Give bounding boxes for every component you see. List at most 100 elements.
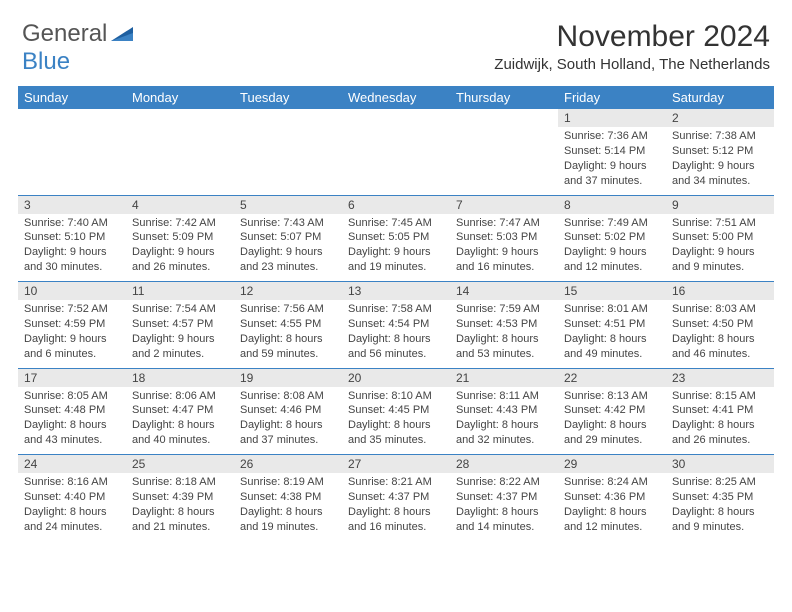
daylight-text: Daylight: 8 hours and 46 minutes. (672, 332, 768, 362)
sunrise-text: Sunrise: 7:51 AM (672, 216, 768, 231)
sunset-text: Sunset: 5:03 PM (456, 230, 552, 245)
sunset-text: Sunset: 4:59 PM (24, 317, 120, 332)
day-number-cell: 2 (666, 109, 774, 127)
day-content-cell (450, 127, 558, 195)
sunrise-text: Sunrise: 8:16 AM (24, 475, 120, 490)
sunrise-text: Sunrise: 7:45 AM (348, 216, 444, 231)
day-number-cell: 6 (342, 195, 450, 214)
day-number-cell (450, 109, 558, 127)
day-number-cell (342, 109, 450, 127)
daylight-text: Daylight: 8 hours and 19 minutes. (240, 505, 336, 535)
day-number-cell (18, 109, 126, 127)
sunrise-text: Sunrise: 7:52 AM (24, 302, 120, 317)
day-content-cell: Sunrise: 8:24 AMSunset: 4:36 PMDaylight:… (558, 473, 666, 541)
day-content-cell: Sunrise: 8:06 AMSunset: 4:47 PMDaylight:… (126, 387, 234, 455)
day-number-cell: 24 (18, 455, 126, 474)
title-block: November 2024 Zuidwijk, South Holland, T… (494, 20, 770, 73)
logo-text-blue: Blue (22, 48, 70, 75)
day-content-row: Sunrise: 7:52 AMSunset: 4:59 PMDaylight:… (18, 300, 774, 368)
daylight-text: Daylight: 8 hours and 24 minutes. (24, 505, 120, 535)
day-content-cell: Sunrise: 8:22 AMSunset: 4:37 PMDaylight:… (450, 473, 558, 541)
sunrise-text: Sunrise: 8:11 AM (456, 389, 552, 404)
day-content-cell: Sunrise: 8:11 AMSunset: 4:43 PMDaylight:… (450, 387, 558, 455)
day-content-cell: Sunrise: 7:40 AMSunset: 5:10 PMDaylight:… (18, 214, 126, 282)
sunset-text: Sunset: 4:40 PM (24, 490, 120, 505)
sunset-text: Sunset: 5:10 PM (24, 230, 120, 245)
sunset-text: Sunset: 4:42 PM (564, 403, 660, 418)
sunrise-text: Sunrise: 8:24 AM (564, 475, 660, 490)
day-number-cell: 25 (126, 455, 234, 474)
day-content-cell: Sunrise: 8:08 AMSunset: 4:46 PMDaylight:… (234, 387, 342, 455)
sunrise-text: Sunrise: 8:19 AM (240, 475, 336, 490)
location: Zuidwijk, South Holland, The Netherlands (494, 56, 770, 73)
day-content-cell: Sunrise: 8:18 AMSunset: 4:39 PMDaylight:… (126, 473, 234, 541)
day-content-cell: Sunrise: 8:25 AMSunset: 4:35 PMDaylight:… (666, 473, 774, 541)
day-number-cell: 10 (18, 282, 126, 301)
sunset-text: Sunset: 4:38 PM (240, 490, 336, 505)
day-content-cell: Sunrise: 7:42 AMSunset: 5:09 PMDaylight:… (126, 214, 234, 282)
month-title: November 2024 (494, 20, 770, 54)
day-number-cell (234, 109, 342, 127)
day-number-cell: 15 (558, 282, 666, 301)
daylight-text: Daylight: 8 hours and 12 minutes. (564, 505, 660, 535)
day-number-cell: 16 (666, 282, 774, 301)
col-wednesday: Wednesday (342, 86, 450, 109)
sunrise-text: Sunrise: 7:40 AM (24, 216, 120, 231)
day-number-row: 10111213141516 (18, 282, 774, 301)
sunset-text: Sunset: 4:37 PM (348, 490, 444, 505)
day-number-cell: 11 (126, 282, 234, 301)
day-number-cell: 12 (234, 282, 342, 301)
sunset-text: Sunset: 4:39 PM (132, 490, 228, 505)
sunrise-text: Sunrise: 7:49 AM (564, 216, 660, 231)
day-content-cell: Sunrise: 7:51 AMSunset: 5:00 PMDaylight:… (666, 214, 774, 282)
sunrise-text: Sunrise: 8:15 AM (672, 389, 768, 404)
sunrise-text: Sunrise: 8:05 AM (24, 389, 120, 404)
sunset-text: Sunset: 4:45 PM (348, 403, 444, 418)
day-number-cell: 29 (558, 455, 666, 474)
day-number-cell: 20 (342, 368, 450, 387)
day-number-cell: 27 (342, 455, 450, 474)
day-content-cell: Sunrise: 8:19 AMSunset: 4:38 PMDaylight:… (234, 473, 342, 541)
sunset-text: Sunset: 5:14 PM (564, 144, 660, 159)
daylight-text: Daylight: 9 hours and 6 minutes. (24, 332, 120, 362)
sunset-text: Sunset: 4:50 PM (672, 317, 768, 332)
daylight-text: Daylight: 8 hours and 59 minutes. (240, 332, 336, 362)
sunset-text: Sunset: 4:36 PM (564, 490, 660, 505)
sunrise-text: Sunrise: 8:01 AM (564, 302, 660, 317)
sunrise-text: Sunrise: 7:59 AM (456, 302, 552, 317)
day-number-cell: 26 (234, 455, 342, 474)
daylight-text: Daylight: 8 hours and 9 minutes. (672, 505, 768, 535)
day-content-cell: Sunrise: 7:56 AMSunset: 4:55 PMDaylight:… (234, 300, 342, 368)
header: General Blue November 2024 Zuidwijk, Sou… (18, 20, 774, 80)
sunset-text: Sunset: 4:54 PM (348, 317, 444, 332)
sunset-text: Sunset: 4:43 PM (456, 403, 552, 418)
daylight-text: Daylight: 8 hours and 49 minutes. (564, 332, 660, 362)
sunrise-text: Sunrise: 7:58 AM (348, 302, 444, 317)
daylight-text: Daylight: 8 hours and 26 minutes. (672, 418, 768, 448)
daylight-text: Daylight: 9 hours and 12 minutes. (564, 245, 660, 275)
day-content-cell: Sunrise: 8:13 AMSunset: 4:42 PMDaylight:… (558, 387, 666, 455)
day-content-row: Sunrise: 8:16 AMSunset: 4:40 PMDaylight:… (18, 473, 774, 541)
day-number-cell: 18 (126, 368, 234, 387)
day-number-cell: 9 (666, 195, 774, 214)
day-content-cell: Sunrise: 7:52 AMSunset: 4:59 PMDaylight:… (18, 300, 126, 368)
sunrise-text: Sunrise: 7:36 AM (564, 129, 660, 144)
day-number-row: 12 (18, 109, 774, 127)
sunset-text: Sunset: 5:09 PM (132, 230, 228, 245)
day-content-cell (234, 127, 342, 195)
day-content-cell (18, 127, 126, 195)
daylight-text: Daylight: 9 hours and 37 minutes. (564, 159, 660, 189)
day-content-cell: Sunrise: 7:58 AMSunset: 4:54 PMDaylight:… (342, 300, 450, 368)
day-content-cell: Sunrise: 7:38 AMSunset: 5:12 PMDaylight:… (666, 127, 774, 195)
daylight-text: Daylight: 9 hours and 23 minutes. (240, 245, 336, 275)
day-content-row: Sunrise: 7:36 AMSunset: 5:14 PMDaylight:… (18, 127, 774, 195)
daylight-text: Daylight: 8 hours and 14 minutes. (456, 505, 552, 535)
weekday-header-row: Sunday Monday Tuesday Wednesday Thursday… (18, 86, 774, 109)
day-content-cell (342, 127, 450, 195)
sunset-text: Sunset: 4:47 PM (132, 403, 228, 418)
sunrise-text: Sunrise: 7:38 AM (672, 129, 768, 144)
sunset-text: Sunset: 4:41 PM (672, 403, 768, 418)
day-content-row: Sunrise: 7:40 AMSunset: 5:10 PM Daylight:… (18, 214, 774, 282)
sunset-text: Sunset: 4:51 PM (564, 317, 660, 332)
logo-triangle-icon (111, 25, 133, 41)
